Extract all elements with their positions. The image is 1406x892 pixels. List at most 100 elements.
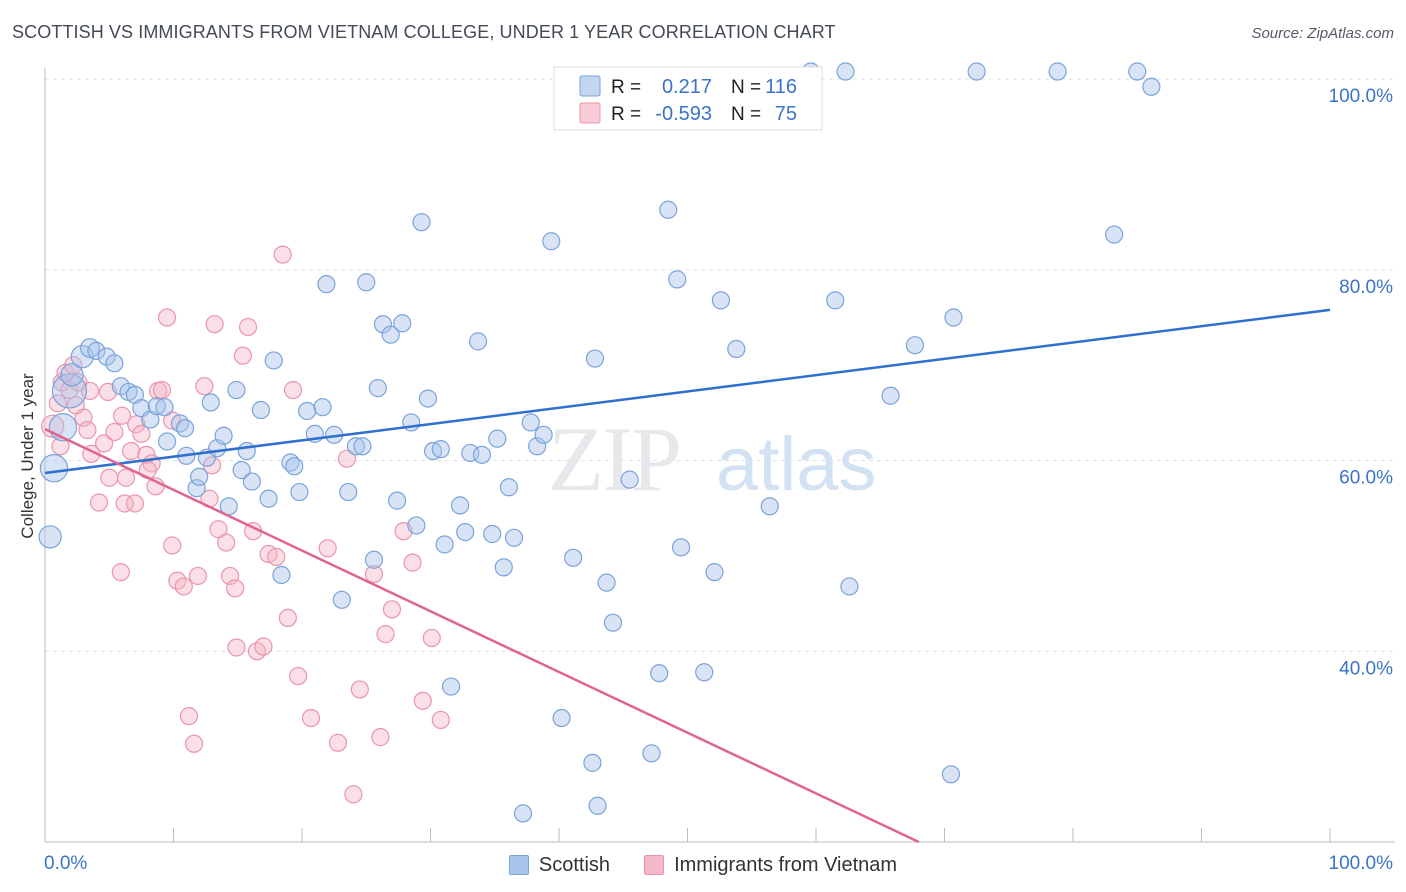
- scottish-point: [603, 613, 623, 632]
- scottish-point: [214, 426, 233, 445]
- scottish-point: [504, 528, 524, 547]
- scottish-point: [967, 62, 986, 81]
- vietnam-point: [152, 380, 172, 400]
- axis-layer: [44, 68, 1395, 843]
- vietnam-point: [95, 434, 114, 453]
- scottish-point: [441, 677, 461, 696]
- legend-item-vietnam[interactable]: Immigrants from Vietnam: [644, 854, 897, 877]
- scottish-point: [387, 491, 407, 510]
- scottish-point: [264, 351, 283, 370]
- scottish-point: [650, 664, 669, 683]
- scottish-point: [175, 419, 195, 438]
- stats-n-label-vietnam: N =: [731, 104, 761, 125]
- watermark-atlas: atlas: [716, 422, 877, 507]
- scottish-point: [881, 386, 900, 405]
- scottish-point: [60, 363, 84, 387]
- scottish-point: [521, 413, 540, 432]
- vietnam-point: [413, 691, 432, 710]
- vietnam-point: [283, 380, 303, 400]
- scottish-point: [905, 336, 925, 355]
- vietnam-point: [254, 637, 273, 656]
- legend-label-vietnam: Immigrants from Vietnam: [674, 853, 898, 876]
- vietnam-point: [188, 566, 208, 586]
- scottish-point: [155, 398, 174, 417]
- vietnam-point: [431, 710, 450, 730]
- vietnam-point: [209, 520, 228, 539]
- scottish-point: [105, 354, 124, 373]
- vietnam-point: [111, 563, 130, 582]
- legend-swatch-scottish: [508, 855, 529, 875]
- scottish-point: [1142, 77, 1161, 96]
- scottish-point: [494, 558, 513, 577]
- vietnam-point: [66, 396, 85, 415]
- scottish-point: [39, 454, 69, 483]
- vietnam-point: [100, 468, 119, 487]
- legend-label-scottish: Scottish: [538, 853, 611, 876]
- scottish-point: [1105, 225, 1124, 244]
- vietnam-points: [41, 245, 450, 804]
- scottish-point: [642, 744, 661, 763]
- scottish-point: [597, 573, 616, 592]
- scottish-point: [87, 341, 106, 361]
- vietnam-point: [115, 494, 134, 513]
- scottish-point: [528, 437, 547, 456]
- scottish-point: [450, 496, 470, 515]
- scottish-point: [564, 548, 583, 567]
- stats-r-label-vietnam: R =: [611, 104, 641, 125]
- vietnam-point: [127, 415, 146, 434]
- vietnam-point: [403, 553, 422, 572]
- scottish-point: [836, 62, 855, 81]
- stats-swatch-vietnam: [579, 102, 601, 124]
- scottish-point: [1128, 62, 1147, 81]
- scottish-point: [542, 232, 561, 251]
- vietnam-point: [163, 536, 182, 555]
- vietnam-point: [278, 608, 297, 628]
- chart-legend: Scottish Immigrants from Vietnam: [0, 850, 1406, 880]
- stats-n-label-scottish: N =: [731, 77, 761, 98]
- scottish-point: [695, 663, 714, 682]
- scottish-point: [705, 563, 724, 582]
- scottish-point: [941, 765, 961, 784]
- scottish-point: [727, 339, 746, 359]
- legend-item-scottish[interactable]: Scottish: [508, 853, 611, 877]
- trend-lines: [44, 308, 1331, 844]
- scottish-point: [472, 445, 491, 464]
- watermark: ZIP atlas: [548, 408, 877, 510]
- scottish-point: [468, 332, 488, 351]
- vietnam-point: [112, 406, 132, 425]
- vietnam-point: [364, 564, 384, 584]
- scottish-point: [353, 437, 372, 456]
- scottish-point: [201, 393, 220, 412]
- scottish-point: [147, 397, 166, 416]
- vietnam-point: [267, 547, 286, 566]
- vietnam-point: [233, 346, 252, 365]
- scottish-point: [232, 461, 251, 480]
- vietnam-point: [89, 493, 109, 512]
- watermark-zip: ZIP: [548, 408, 680, 510]
- scottish-point: [298, 401, 317, 421]
- scottish-point: [668, 270, 687, 289]
- vietnam-point: [226, 579, 245, 598]
- vietnam-point: [318, 539, 337, 558]
- scottish-point: [381, 325, 400, 344]
- scottish-point: [190, 467, 209, 486]
- scottish-point: [364, 550, 384, 569]
- scottish-point: [38, 525, 62, 549]
- scottish-point: [435, 535, 454, 554]
- scottish-point: [242, 472, 261, 491]
- scottish-point: [588, 796, 607, 815]
- scottish-point: [552, 708, 571, 728]
- scottish-point: [339, 482, 358, 502]
- scottish-point: [187, 479, 206, 498]
- stats-n-value-vietnam: 75: [775, 103, 797, 125]
- source-label: Source: ZipAtlas.com: [1251, 25, 1394, 42]
- vietnam-point: [328, 733, 348, 752]
- vietnam-point: [184, 734, 204, 753]
- scottish-point: [461, 443, 480, 463]
- scottish-point: [412, 213, 431, 232]
- scottish-point: [317, 275, 336, 294]
- legend-swatch-vietnam: [644, 855, 665, 875]
- vietnam-point: [350, 680, 369, 699]
- vietnam-point: [238, 317, 258, 337]
- scottish-point: [499, 478, 518, 497]
